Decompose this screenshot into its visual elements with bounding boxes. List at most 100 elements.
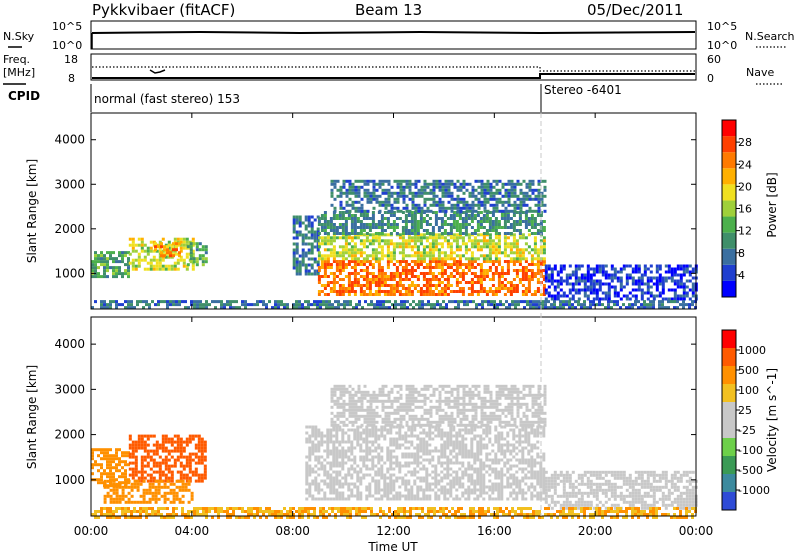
ytick-label: 3000 [54,177,85,191]
cpid-segment-1: normal (fast stereo) 153 [94,92,240,106]
colorbar-tick-label: 16 [738,203,752,216]
velocity-yticks: 4000 3000 2000 1000 [54,337,696,487]
colorbar-swatch [722,438,736,456]
colorbar-swatch [722,402,736,420]
nsky-strip [90,20,697,50]
power-colorbar: 28 24 20 16 12 8 4 [721,119,752,298]
colorbar-swatch [722,152,736,169]
power-region-4 [292,215,320,276]
freq-tick-bottom: 8 [68,72,75,85]
velocity-ylabel: Slant Range [km] [25,365,39,469]
nave-tick-bottom: 0 [707,72,714,85]
velocity-colorbar-label: Velocity [m s^-1] [765,368,779,472]
colorbar-swatch [722,330,736,348]
colorbar-tick-label: 1000 [738,344,766,357]
nsearch-tick-top: 10^5 [707,20,737,33]
ytick-label: 4000 [54,133,85,147]
cpid-segment-2: Stereo -6401 [544,83,622,97]
colorbar-swatch [722,474,736,492]
velocity-colorbar: 1000 500 100 25 -25 -100 -500 -1000 [721,329,770,511]
colorbar-swatch [722,384,736,402]
colorbar-tick-label: 20 [738,180,752,193]
ytick-label: 2000 [54,428,85,442]
velocity-region-1 [128,434,207,483]
power-region-8 [330,179,547,213]
power-region-9 [544,264,698,301]
colorbar-swatch [722,420,736,438]
colorbar-tick-label: 100 [738,384,759,397]
colorbar-frame [721,329,737,511]
power-heatmap [91,179,698,310]
colorbar-swatch [722,280,736,297]
colorbar-tick-label: 24 [738,158,752,171]
nave-trace [92,66,695,72]
power-colorbar-label: Power [dB] [765,172,779,237]
power-region-3 [186,242,208,267]
xtick-label: 00:00 [679,524,714,538]
power-region-5 [317,260,546,296]
velocity-region-4 [330,384,547,427]
velocity-region-5 [544,470,698,510]
colorbar-swatch [722,366,736,384]
nsky-label: N.Sky [3,30,35,43]
colorbar-swatch [722,264,736,281]
colorbar-swatch [722,200,736,217]
nsearch-label: N.Search [745,30,795,43]
ytick-label: 1000 [54,473,85,487]
ytick-label: 1000 [54,266,85,280]
colorbar-swatch [722,120,736,137]
velocity-region-3 [305,425,546,501]
colorbar-swatch [722,348,736,366]
xtick-label: 20:00 [578,524,613,538]
colorbar-tick-label: -500 [738,464,763,477]
freq-tick-top: 18 [64,53,78,66]
colorbar-swatch [722,168,736,185]
colorbar-swatch [722,248,736,265]
colorbar-tick-label: -25 [738,424,756,437]
date-title: 05/Dec/2011 [587,1,683,19]
nsky-trace [91,30,696,35]
time-axis-label: Time UT [367,540,418,554]
xtick-label: 00:00 [74,524,109,538]
velocity-region-6 [91,507,697,519]
freq-label-2: [MHz] [3,66,35,79]
velocity-heatmap [91,384,698,519]
freq-strip [90,53,697,81]
power-region-0 [91,251,130,279]
freq-label-1: Freq. [3,53,30,66]
xtick-label: 08:00 [275,524,310,538]
colorbar-tick-label: 12 [738,225,752,238]
ytick-label: 4000 [54,337,85,351]
freq-excursion [149,69,166,74]
ytick-label: 3000 [54,382,85,396]
velocity-region-0 [91,448,130,488]
power-region-6 [317,233,546,261]
ytick-label: 2000 [54,222,85,236]
colorbar-tick-label: 500 [738,364,759,377]
power-region-10 [91,300,697,310]
colorbar-tick-label: 25 [738,404,752,417]
nave-label: Nave [746,66,774,79]
nave-tick-top: 60 [707,53,721,66]
power-yticks: 4000 3000 2000 1000 [54,133,696,280]
colorbar-swatch [722,184,736,201]
cpid-label: CPID [8,89,40,103]
beam-title: Beam 13 [355,1,422,19]
colorbar-swatch [722,216,736,233]
power-ylabel: Slant Range [km] [25,159,39,263]
velocity-region-2 [103,479,194,504]
colorbar-swatch [722,136,736,153]
xtick-label: 04:00 [175,524,210,538]
time-axis-ticks: 00:00 04:00 08:00 12:00 16:00 20:00 00:00 [74,113,714,538]
colorbar-tick-label: 28 [738,136,752,149]
xtick-label: 16:00 [477,524,512,538]
nsearch-tick-bottom: 10^0 [707,39,737,52]
colorbar-swatch [722,492,736,510]
power-region-2 [154,242,181,258]
nsky-tick-top: 10^5 [52,20,82,33]
colorbar-swatch [722,456,736,474]
nsky-tick-bottom: 10^0 [52,39,82,52]
colorbar-swatch [722,232,736,249]
xtick-label: 12:00 [376,524,411,538]
